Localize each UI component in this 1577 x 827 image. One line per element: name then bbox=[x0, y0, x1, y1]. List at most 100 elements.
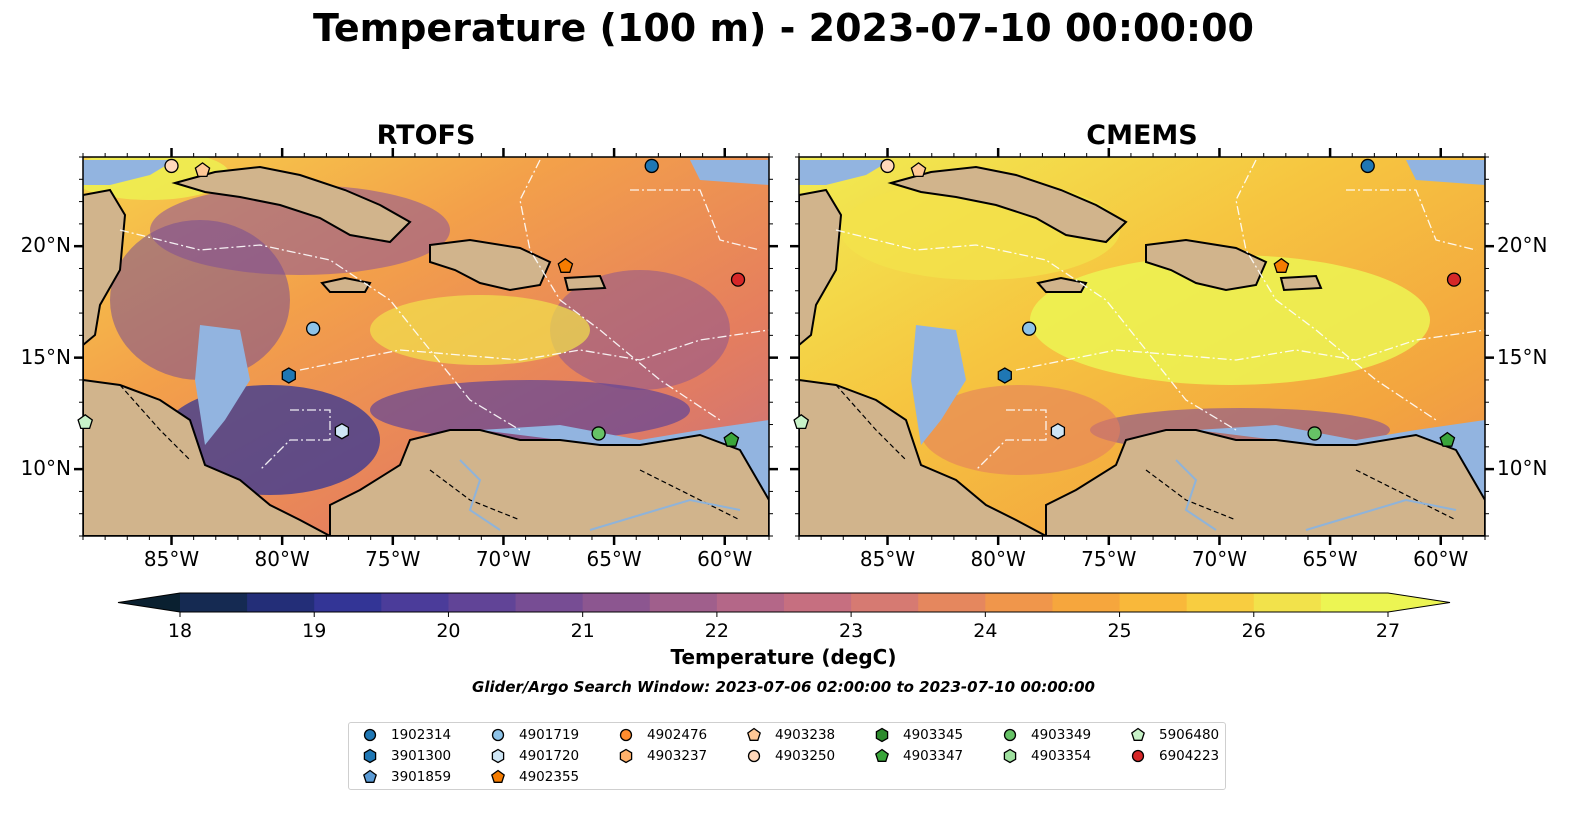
pentagon-marker-icon bbox=[363, 769, 377, 783]
colorbar-tick-label: 18 bbox=[168, 620, 192, 642]
legend-item-3901859: 3901859 bbox=[361, 767, 451, 787]
eez-line bbox=[975, 409, 1047, 471]
legend-item-3901300: 3901300 bbox=[361, 746, 451, 766]
border-line bbox=[119, 384, 191, 461]
legend-label: 3901300 bbox=[391, 748, 452, 764]
axes-frame-cmems bbox=[798, 156, 1486, 537]
country-borders bbox=[119, 384, 741, 521]
axes-frame-rtofs bbox=[82, 156, 770, 537]
eez-boundaries bbox=[835, 159, 1485, 471]
eez-line bbox=[259, 409, 331, 471]
eez-line bbox=[299, 329, 769, 371]
eez-line bbox=[630, 189, 761, 251]
float-marker-1902314 bbox=[644, 158, 659, 174]
warm-anomaly bbox=[1030, 255, 1430, 385]
float-marker-4903347 bbox=[723, 431, 740, 447]
lon-tick-label: 85°W bbox=[859, 547, 916, 571]
hexagon-marker-icon bbox=[363, 748, 377, 764]
colorbar-segment bbox=[1052, 593, 1121, 612]
float-marker-4902355 bbox=[557, 257, 574, 273]
float-marker-4903238 bbox=[194, 162, 211, 178]
legend-item-4903347: 4903347 bbox=[873, 746, 963, 766]
cold-anomaly bbox=[550, 270, 730, 390]
colorbar-segment bbox=[1119, 593, 1188, 612]
puerto-rico bbox=[1279, 274, 1323, 292]
border-line bbox=[1355, 469, 1457, 521]
river bbox=[459, 459, 501, 531]
rivers bbox=[459, 459, 741, 531]
legend-item-4903238: 4903238 bbox=[745, 725, 835, 745]
shallow-shelf bbox=[690, 160, 769, 185]
lon-tick-label: 75°W bbox=[365, 547, 421, 571]
colorbar-tick-label: 27 bbox=[1376, 620, 1400, 642]
jamaica bbox=[320, 276, 372, 293]
float-marker-4903238 bbox=[910, 162, 927, 178]
shallow-shelf bbox=[195, 325, 250, 445]
colorbar-tick-label: 24 bbox=[973, 620, 997, 642]
legend-marker-4903238 bbox=[747, 727, 761, 741]
legend-label: 4903347 bbox=[903, 748, 964, 764]
colorbar-tick-label: 23 bbox=[839, 620, 863, 642]
legend-label: 4902355 bbox=[519, 769, 580, 785]
legend-marker-4902476 bbox=[619, 728, 633, 742]
hexagon-marker-icon bbox=[875, 727, 889, 743]
lat-tick-label: 15°N bbox=[1497, 344, 1548, 369]
legend-marker-4901719 bbox=[491, 728, 505, 742]
circle-marker-icon bbox=[747, 749, 761, 763]
pentagon-marker-icon bbox=[747, 727, 761, 741]
colorbar-segment bbox=[314, 593, 382, 612]
border-line bbox=[1145, 469, 1237, 521]
river bbox=[1175, 459, 1217, 531]
main-title: Temperature (100 m) - 2023-07-10 00:00:0… bbox=[312, 6, 1254, 50]
rivers bbox=[1175, 459, 1457, 531]
colorbar-segment bbox=[582, 593, 651, 612]
hexagon-marker-icon bbox=[619, 748, 633, 764]
colorbar-segment bbox=[649, 593, 718, 612]
lon-tick-label: 80°W bbox=[970, 547, 1026, 571]
country-borders bbox=[835, 384, 1457, 521]
yucatan-central-america bbox=[799, 188, 1047, 536]
legend-label: 4902476 bbox=[647, 727, 708, 743]
shallow-shelf bbox=[911, 325, 966, 445]
float-marker-4901719 bbox=[305, 321, 321, 336]
hexagon-marker-icon bbox=[491, 748, 505, 764]
circle-marker-icon bbox=[619, 728, 633, 742]
cuba bbox=[171, 165, 412, 244]
legend-item-4903250: 4903250 bbox=[745, 746, 835, 766]
hexagon-marker-icon bbox=[1003, 748, 1017, 764]
legend-label: 6904223 bbox=[1159, 748, 1220, 764]
eez-line bbox=[835, 229, 1237, 431]
float-marker-5906480 bbox=[77, 413, 94, 430]
colorbar-tick-label: 21 bbox=[571, 620, 595, 642]
colorbar-tick-label: 26 bbox=[1242, 620, 1266, 642]
legend-label: 4903349 bbox=[1031, 727, 1092, 743]
legend-item-4901719: 4901719 bbox=[489, 725, 579, 745]
colorbar-segment bbox=[381, 593, 449, 612]
circle-marker-icon bbox=[1003, 728, 1017, 742]
legend-item-4902476: 4902476 bbox=[617, 725, 707, 745]
lat-tick-label: 20°N bbox=[20, 233, 71, 258]
lon-tick-label: 65°W bbox=[1302, 547, 1358, 571]
float-marker-4903349 bbox=[1307, 426, 1322, 441]
legend-label: 3901859 bbox=[391, 769, 452, 785]
lat-tick-label: 15°N bbox=[20, 344, 71, 369]
lon-tick-label: 75°W bbox=[1081, 547, 1137, 571]
map-cmems bbox=[799, 157, 1485, 536]
colorbar: 18 19 20 21 22 23 24 25 26 27 bbox=[117, 592, 1451, 642]
legend-item-4903354: 4903354 bbox=[1001, 746, 1091, 766]
colorbar-segment bbox=[851, 593, 919, 612]
warm-anomaly bbox=[370, 295, 590, 365]
cuba bbox=[887, 165, 1128, 244]
legend-item-4903349: 4903349 bbox=[1001, 725, 1091, 745]
float-marker-4903250 bbox=[880, 158, 895, 174]
legend-marker-5906480 bbox=[1131, 727, 1145, 741]
shallow-shelf bbox=[83, 160, 175, 185]
lon-tick-label: 80°W bbox=[254, 547, 310, 571]
float-marker-6904223 bbox=[730, 272, 746, 287]
legend-marker-1902314 bbox=[363, 728, 377, 742]
circle-marker-icon bbox=[363, 728, 377, 742]
legend-label: 4903238 bbox=[775, 727, 836, 743]
pentagon-marker-icon bbox=[491, 769, 505, 783]
legend-label: 4903237 bbox=[647, 748, 708, 764]
colorbar-extend-high bbox=[1388, 593, 1450, 612]
